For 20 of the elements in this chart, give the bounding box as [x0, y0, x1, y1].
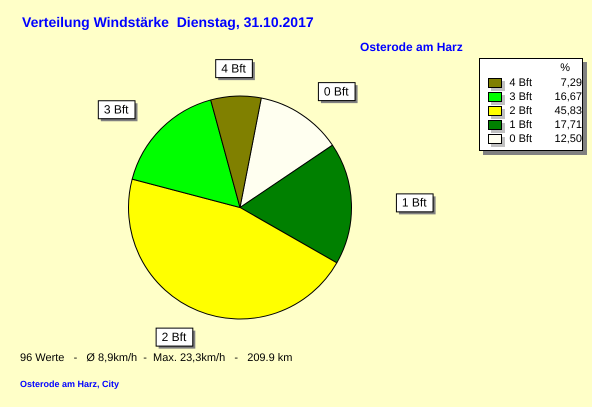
- data-label: 12,50: [553, 133, 582, 145]
- legend-label: 3 Bft: [509, 91, 534, 103]
- data-label: 45,83: [553, 105, 582, 117]
- legend-label: 4 Bft: [509, 77, 534, 89]
- chart-title: Verteilung Windstärke Dienstag, 31.10.2017: [22, 14, 314, 30]
- slice-label: 4 Bft: [221, 61, 247, 76]
- data-label: 17,71: [553, 119, 582, 131]
- data-label: 7,29: [560, 77, 582, 89]
- legend-label: 0 Bft: [509, 133, 534, 145]
- legend-label: 2 Bft: [509, 105, 534, 117]
- legend-label: 1 Bft: [509, 119, 534, 131]
- legend-title: %: [559, 62, 571, 74]
- slice-label: 2 Bft: [162, 330, 187, 344]
- text: Osterode am Harz, City: [20, 379, 120, 389]
- data-label: 16,67: [553, 91, 582, 103]
- chart-subtitle: Osterode am Harz: [360, 40, 463, 54]
- slice-label: 3 Bft: [104, 102, 130, 117]
- slice-label: 0 Bft: [324, 84, 350, 98]
- slice-label: 1 Bft: [402, 196, 428, 210]
- text: 96 Werte - Ø 8,9km/h - Max. 23,3km/h - 209.9 km: [20, 352, 292, 364]
